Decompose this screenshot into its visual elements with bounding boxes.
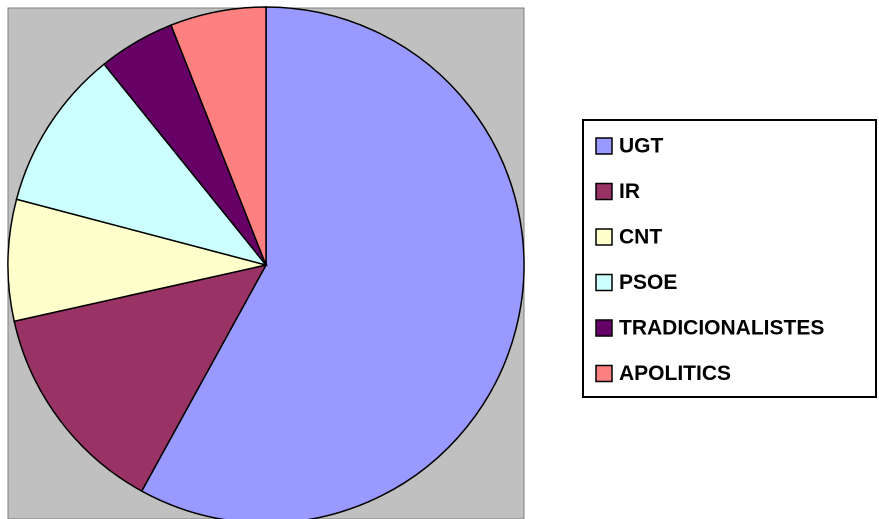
pie-slice [15, 63, 269, 267]
legend-label: CNT [619, 226, 662, 249]
pie-slice [140, 6, 525, 519]
legend-swatch [595, 319, 613, 337]
legend-swatch [595, 228, 613, 246]
legend-swatch [595, 364, 613, 383]
legend-box [582, 119, 877, 398]
legend-swatch [595, 182, 613, 201]
pie-slice [13, 263, 268, 493]
legend-swatch [595, 137, 613, 155]
pie-slice [170, 6, 267, 266]
legend-label: PSOE [619, 271, 677, 294]
legend-swatch [595, 273, 613, 292]
legend-label: APOLITICS [619, 362, 731, 385]
legend-label: UGT [619, 135, 664, 158]
pie-slice [7, 198, 267, 323]
legend-label: TRADICIONALISTES [619, 317, 824, 340]
legend-label: IR [619, 180, 640, 203]
